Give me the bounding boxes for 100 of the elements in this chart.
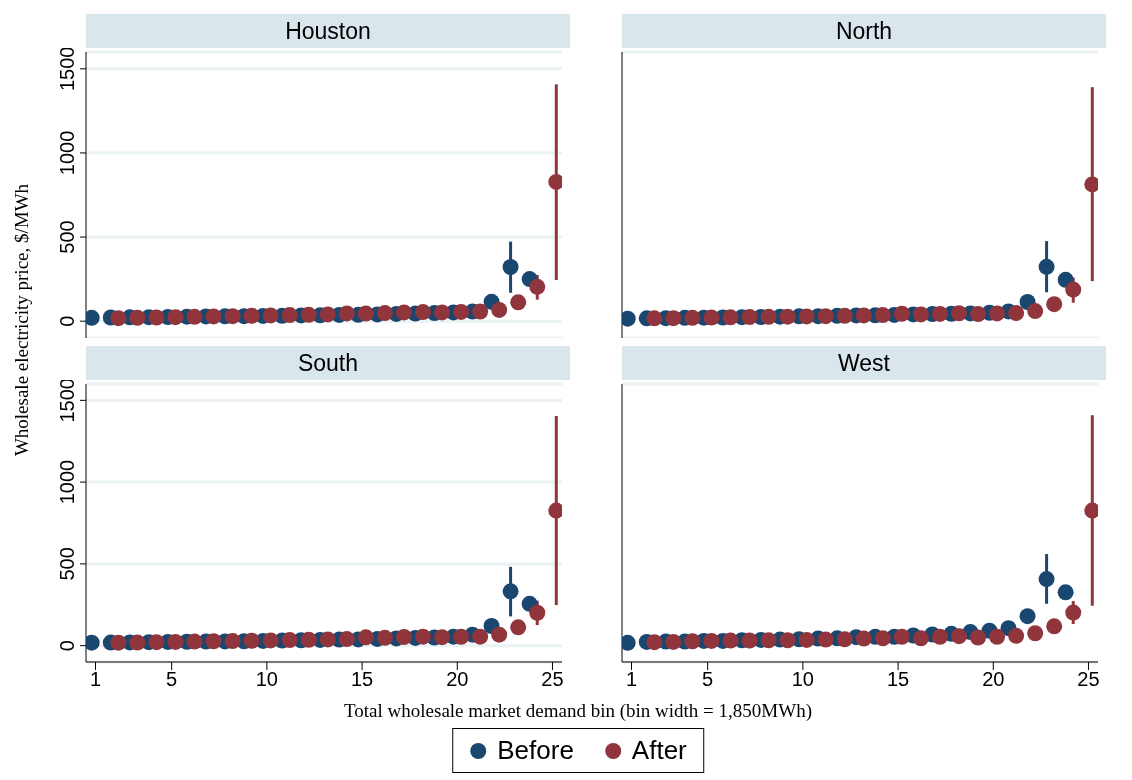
x-tick-label: 20 <box>446 668 469 691</box>
point <box>472 303 489 320</box>
point <box>722 632 739 649</box>
point <box>1046 618 1063 635</box>
x-tick-label: 1 <box>625 668 638 691</box>
point <box>129 309 146 326</box>
point <box>281 632 298 649</box>
point <box>357 305 374 322</box>
point <box>1027 303 1044 320</box>
point <box>931 628 948 645</box>
point <box>395 628 412 645</box>
point <box>300 306 317 323</box>
point <box>338 631 355 648</box>
x-tick-label: 25 <box>1077 668 1100 691</box>
point <box>281 307 298 324</box>
y-axis-title: Wholesale electricity price, $/MWh <box>11 183 33 457</box>
point <box>855 630 872 647</box>
point <box>703 309 720 326</box>
point <box>205 308 222 325</box>
x-tick-label: 5 <box>702 668 714 691</box>
x-axis-title: Total wholesale market demand bin (bin width = 1,850MWh) <box>344 700 812 722</box>
point <box>836 631 853 648</box>
point <box>148 634 165 651</box>
point <box>510 294 527 311</box>
point <box>491 301 508 318</box>
point <box>874 307 891 324</box>
point <box>1027 625 1044 642</box>
point <box>1038 571 1055 588</box>
point <box>665 633 682 650</box>
point <box>970 306 987 323</box>
point <box>798 308 815 325</box>
x-tick-label: 10 <box>791 668 815 691</box>
point <box>529 278 546 295</box>
point <box>186 633 203 650</box>
point <box>1065 281 1082 298</box>
legend-label: Before <box>497 735 574 766</box>
point <box>376 629 393 646</box>
point <box>779 632 796 649</box>
point <box>502 259 519 276</box>
x-tick-label: 15 <box>886 668 910 691</box>
point <box>262 307 279 324</box>
point <box>376 305 393 322</box>
point <box>874 630 891 647</box>
point <box>338 305 355 322</box>
point <box>205 633 222 650</box>
point <box>817 631 834 648</box>
y-tick-label: 1000 <box>56 459 78 505</box>
point <box>951 305 968 322</box>
x-tick-label: 1 <box>89 668 102 691</box>
y-tick-label: 1000 <box>56 130 78 176</box>
point <box>243 307 260 324</box>
point <box>395 304 412 321</box>
point <box>110 634 127 651</box>
point <box>1065 604 1082 621</box>
point <box>665 310 682 327</box>
point <box>817 308 834 325</box>
point <box>224 633 241 650</box>
point <box>300 631 317 648</box>
point <box>951 628 968 645</box>
y-tick-label: 0 <box>56 315 78 327</box>
point <box>893 628 910 645</box>
point <box>262 632 279 649</box>
x-tick-label: 5 <box>166 668 178 691</box>
point <box>357 629 374 646</box>
y-tick-label: 1500 <box>56 46 78 92</box>
point <box>110 310 127 327</box>
point <box>1038 258 1055 275</box>
point <box>836 307 853 324</box>
chart-title: South <box>86 346 570 380</box>
point <box>167 633 184 650</box>
point <box>855 307 872 324</box>
point <box>434 629 451 646</box>
point <box>472 628 489 645</box>
x-tick-label: 25 <box>541 668 564 691</box>
chart-title: Houston <box>86 14 570 48</box>
point <box>646 634 663 651</box>
point <box>989 628 1006 645</box>
point <box>415 304 432 321</box>
point <box>1008 305 1025 322</box>
x-tick-label: 20 <box>982 668 1005 691</box>
point <box>722 309 739 326</box>
point <box>798 631 815 648</box>
legend-label: After <box>631 735 687 766</box>
point <box>529 604 546 621</box>
x-tick-label: 15 <box>350 668 374 691</box>
point <box>1057 584 1074 601</box>
point <box>703 632 720 649</box>
point <box>243 632 260 649</box>
point <box>434 304 451 321</box>
point <box>684 633 701 650</box>
point <box>684 309 701 326</box>
point <box>224 308 241 325</box>
y-tick-label: 0 <box>56 640 78 652</box>
point <box>931 305 948 322</box>
point <box>646 310 663 327</box>
point <box>148 309 165 326</box>
point <box>510 619 527 636</box>
point <box>319 306 336 323</box>
point <box>319 631 336 648</box>
point <box>893 305 910 322</box>
